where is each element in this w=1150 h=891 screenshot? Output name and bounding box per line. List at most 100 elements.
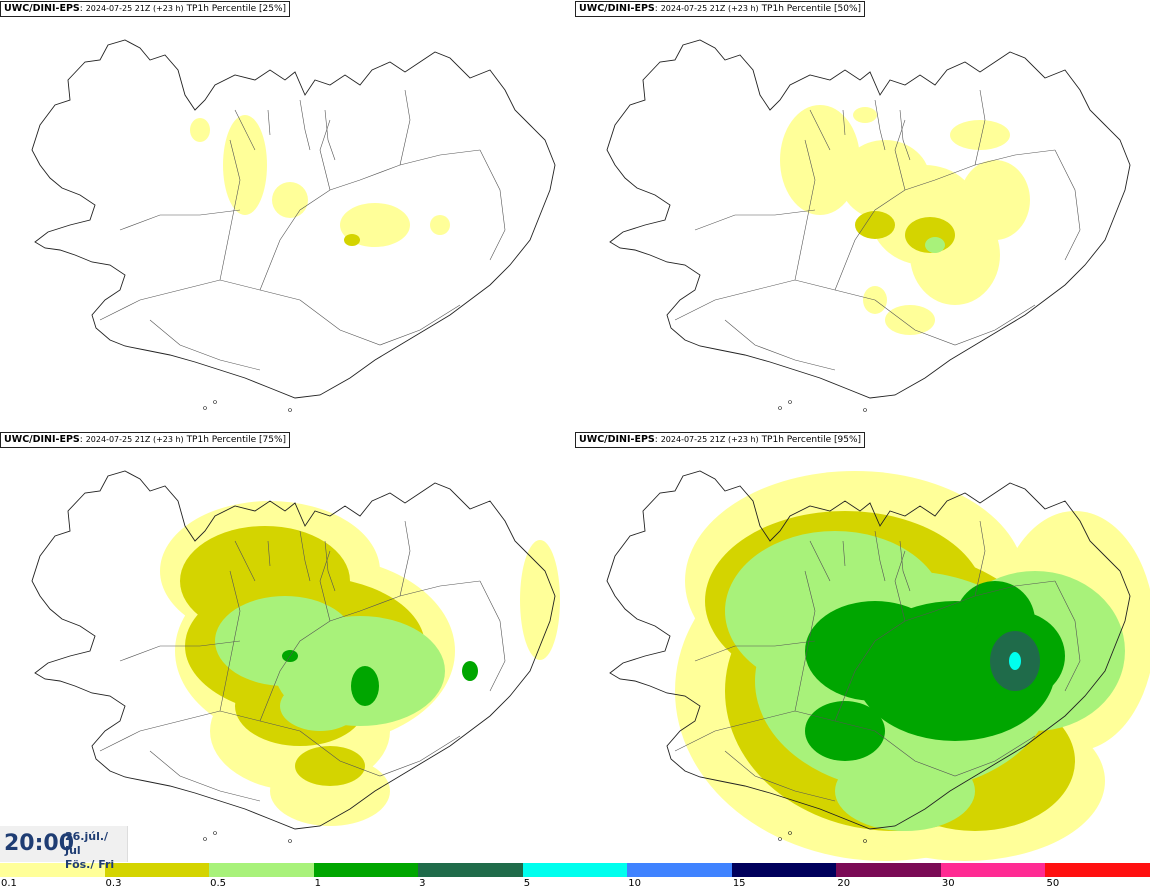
precip-field	[675, 471, 1150, 861]
island	[863, 408, 867, 412]
road-line	[899, 109, 911, 161]
road-line	[974, 520, 986, 597]
run-time: 2024-07-25 21Z (+23 h)	[85, 435, 184, 444]
island	[288, 839, 292, 843]
island	[213, 400, 217, 404]
island	[788, 831, 792, 835]
road-line	[694, 209, 816, 231]
precip-area	[520, 540, 560, 660]
precip-area	[805, 701, 885, 761]
road-line	[479, 149, 506, 261]
road-line	[894, 119, 906, 191]
road-line	[149, 319, 261, 371]
coastline	[31, 470, 556, 830]
color-swatch	[836, 863, 941, 877]
road-line	[874, 730, 1036, 777]
color-scale-label: 30	[941, 878, 955, 889]
road-line	[234, 109, 256, 151]
island	[213, 831, 217, 835]
road-line	[99, 279, 301, 321]
road-line	[874, 530, 886, 582]
precip-field	[780, 105, 1030, 335]
map-iceland-p75	[31, 470, 560, 843]
road-line	[119, 640, 241, 662]
road-line	[399, 520, 411, 597]
color-scale-label: 3	[419, 878, 426, 889]
road-line	[267, 540, 271, 567]
field-name: TP1h Percentile [95%]	[761, 435, 862, 445]
island	[778, 406, 782, 410]
island	[288, 408, 292, 412]
road-line	[674, 710, 876, 752]
model-name: UWC/DINI-EPS	[579, 434, 655, 445]
precip-area	[950, 120, 1010, 150]
road-line	[219, 139, 241, 281]
road-line	[874, 99, 886, 151]
precip-area	[780, 105, 860, 215]
island	[788, 400, 792, 404]
precip-area	[885, 305, 935, 335]
model-name: UWC/DINI-EPS	[4, 434, 80, 445]
precip-area	[295, 746, 365, 786]
valid-date-line1: 26.júl./ Jul	[65, 830, 109, 857]
road-line	[894, 550, 906, 622]
road-line	[694, 640, 816, 662]
precip-area	[280, 681, 360, 731]
island	[778, 837, 782, 841]
precip-area	[960, 160, 1030, 240]
road-line	[809, 540, 831, 582]
precip-area	[835, 751, 975, 831]
island	[203, 837, 207, 841]
precip-area	[853, 107, 877, 123]
road-line	[299, 530, 311, 582]
precip-area	[430, 215, 450, 235]
map-iceland-p50	[606, 39, 1131, 412]
color-scale-label: 0.3	[105, 878, 122, 889]
model-name: UWC/DINI-EPS	[579, 3, 655, 14]
road-line	[809, 109, 831, 151]
precip-area	[1009, 652, 1021, 670]
map-panel-p25: UWC/DINI-EPS: 2024-07-25 21Z (+23 h) TP1…	[0, 0, 575, 431]
road-line	[834, 580, 1056, 722]
map-panel-p95: UWC/DINI-EPS: 2024-07-25 21Z (+23 h) TP1…	[575, 431, 1150, 862]
precip-area	[223, 115, 267, 215]
precip-area	[272, 182, 308, 218]
color-swatch	[209, 863, 314, 877]
road-line	[974, 89, 986, 166]
color-swatch	[104, 863, 210, 877]
color-swatch	[1045, 863, 1150, 877]
color-swatch	[731, 863, 837, 877]
road-line	[219, 570, 241, 712]
road-line	[299, 99, 311, 151]
road-line	[319, 119, 331, 191]
road-line	[119, 209, 241, 231]
road-line	[874, 299, 1036, 346]
road-line	[842, 540, 846, 567]
color-swatch	[627, 863, 732, 877]
precip-area	[855, 211, 895, 239]
road-line	[674, 279, 876, 321]
run-time: 2024-07-25 21Z (+23 h)	[85, 4, 184, 13]
map-panel-p75: UWC/DINI-EPS: 2024-07-25 21Z (+23 h) TP1…	[0, 431, 575, 862]
road-line	[324, 109, 336, 161]
road-line	[794, 570, 816, 712]
road-line	[1054, 580, 1081, 692]
precip-area	[344, 234, 360, 246]
island	[863, 839, 867, 843]
road-line	[149, 750, 261, 802]
road-line	[324, 540, 336, 592]
road-line	[1054, 149, 1081, 261]
color-scale-label: 5	[523, 878, 531, 889]
map-iceland-p25	[31, 39, 556, 412]
color-scale-labels: 0.1 0.3 0.5 1 3 5 10 15 20 30 50	[0, 878, 1150, 891]
road-line	[842, 109, 846, 136]
color-swatch	[940, 863, 1046, 877]
precip-area	[351, 666, 379, 706]
run-time: 2024-07-25 21Z (+23 h)	[660, 4, 759, 13]
coastline	[31, 39, 556, 399]
valid-time-date: 26.júl./ Jul Fös./ Fri	[65, 830, 127, 872]
road-line	[399, 89, 411, 166]
color-swatch	[522, 863, 628, 877]
color-scale-label: 10	[628, 878, 641, 889]
map-panel-p50: UWC/DINI-EPS: 2024-07-25 21Z (+23 h) TP1…	[575, 0, 1150, 431]
